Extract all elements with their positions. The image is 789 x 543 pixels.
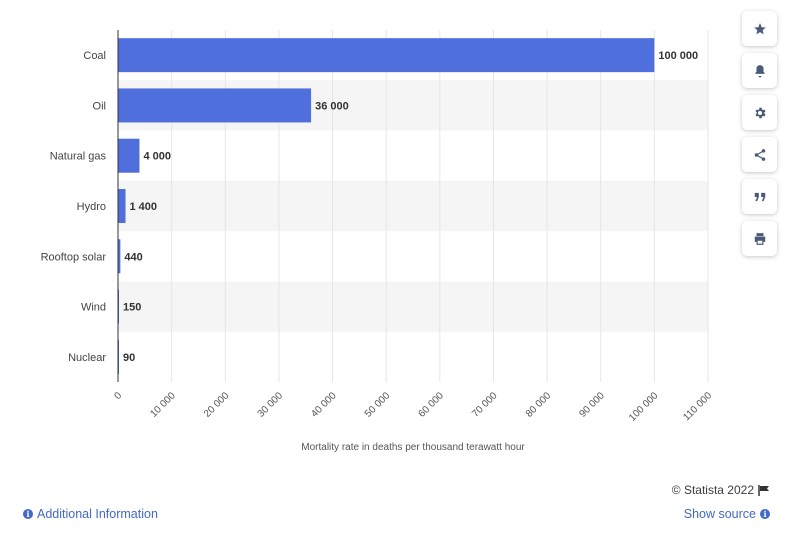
row-stripe — [118, 180, 708, 232]
flag-icon — [758, 484, 769, 496]
settings-button[interactable] — [742, 95, 777, 130]
statista-credit[interactable]: © Statista 2022 — [672, 483, 770, 497]
bar[interactable] — [118, 38, 655, 73]
show-source-label: Show source — [683, 507, 756, 521]
x-axis-title: Mortality rate in deaths per thousand te… — [301, 442, 525, 453]
quote-icon — [754, 192, 765, 201]
bar[interactable] — [118, 88, 312, 123]
bar[interactable] — [118, 138, 140, 173]
x-tick-label: 10 000 — [148, 390, 178, 420]
category-label: Rooftop solar — [41, 251, 107, 263]
notification-button[interactable] — [742, 53, 777, 88]
print-button[interactable] — [742, 221, 777, 256]
star-icon — [753, 22, 766, 34]
x-tick-label: 30 000 — [256, 390, 286, 420]
x-tick-label: 50 000 — [363, 390, 393, 420]
row-stripe — [118, 281, 708, 332]
x-tick-label: 40 000 — [309, 390, 339, 420]
x-tick-label: 100 000 — [627, 390, 661, 424]
show-source-link[interactable]: Show source i — [684, 507, 770, 521]
printer-icon — [754, 232, 765, 245]
bell-icon — [754, 64, 765, 77]
category-label: Oil — [93, 100, 106, 112]
x-tick-label: 0 — [112, 390, 124, 402]
value-label: 36 000 — [315, 100, 349, 112]
value-label: 1 400 — [130, 201, 158, 213]
share-icon — [754, 148, 765, 161]
chart-toolbar — [742, 11, 777, 256]
category-label: Natural gas — [50, 151, 107, 163]
x-tick-label: 80 000 — [524, 390, 554, 420]
value-label: 90 — [123, 352, 135, 364]
cite-button[interactable] — [742, 179, 777, 214]
x-tick-label: 90 000 — [577, 390, 607, 420]
bar[interactable] — [118, 239, 121, 274]
category-label: Nuclear — [68, 352, 106, 364]
share-button[interactable] — [742, 137, 777, 172]
value-label: 100 000 — [658, 50, 698, 62]
favorite-button[interactable] — [742, 11, 777, 46]
x-tick-label: 60 000 — [417, 390, 447, 420]
value-label: 440 — [124, 251, 142, 263]
x-tick-label: 110 000 — [681, 390, 714, 423]
x-tick-label: 20 000 — [202, 390, 232, 420]
category-label: Coal — [83, 50, 106, 62]
info-icon: i — [23, 509, 33, 519]
value-label: 150 — [123, 302, 141, 314]
x-tick-label: 70 000 — [470, 390, 500, 420]
additional-information-link[interactable]: i Additional Information — [23, 507, 158, 521]
additional-information-label: Additional Information — [37, 507, 158, 521]
category-label: Wind — [81, 302, 106, 314]
value-label: 4 000 — [143, 151, 171, 163]
category-label: Hydro — [77, 201, 106, 213]
credit-text: © Statista 2022 — [671, 483, 754, 497]
bar[interactable] — [118, 189, 126, 223]
gear-icon — [755, 107, 766, 118]
info-icon: i — [760, 509, 770, 519]
